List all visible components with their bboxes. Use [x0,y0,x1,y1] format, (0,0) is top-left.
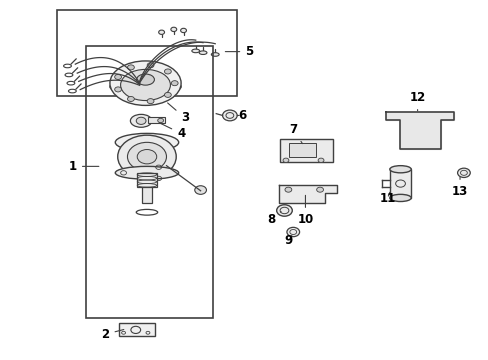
Ellipse shape [115,134,178,151]
Circle shape [144,84,152,90]
Ellipse shape [121,69,170,100]
Text: 7: 7 [288,123,302,144]
Bar [148,117,164,123]
Circle shape [194,186,206,194]
Circle shape [142,81,150,86]
Circle shape [115,87,121,92]
Bar [389,169,410,198]
Circle shape [140,80,148,86]
Circle shape [118,135,176,178]
Ellipse shape [199,51,206,54]
Circle shape [147,63,154,68]
Ellipse shape [115,166,178,179]
Bar [279,139,332,162]
Bar [289,143,316,157]
Ellipse shape [180,28,186,33]
Ellipse shape [136,74,154,85]
Circle shape [283,158,288,162]
Text: 13: 13 [451,177,467,198]
Circle shape [127,142,166,171]
Text: 10: 10 [297,195,313,226]
Text: 1: 1 [69,160,99,173]
Ellipse shape [130,114,152,127]
Ellipse shape [110,61,181,105]
Text: 3: 3 [167,103,189,125]
Circle shape [285,187,291,192]
Text: 2: 2 [102,328,123,341]
Ellipse shape [389,194,410,202]
Text: 11: 11 [379,192,395,205]
Ellipse shape [158,30,164,35]
Bar [119,323,155,336]
Circle shape [316,187,323,192]
Polygon shape [278,185,336,203]
Circle shape [127,96,134,102]
Text: 9: 9 [284,234,292,247]
Circle shape [164,69,171,74]
Circle shape [143,82,151,87]
Bar [137,173,157,187]
Ellipse shape [170,27,176,32]
Polygon shape [385,112,453,149]
Circle shape [286,227,299,237]
Circle shape [127,65,134,70]
Circle shape [115,75,121,80]
Ellipse shape [211,53,219,56]
Ellipse shape [389,166,410,173]
Circle shape [171,81,178,86]
Circle shape [457,168,469,177]
Polygon shape [279,139,332,162]
Ellipse shape [191,49,199,53]
Bar [86,45,212,318]
Circle shape [144,83,152,89]
Ellipse shape [110,79,181,95]
Text: 12: 12 [408,91,425,111]
Circle shape [137,149,157,164]
Text: 5: 5 [225,45,253,58]
Circle shape [143,85,151,91]
Circle shape [136,117,146,125]
Circle shape [147,99,154,104]
Circle shape [222,110,237,121]
Circle shape [318,158,324,162]
Text: 4: 4 [159,123,185,140]
Circle shape [158,118,163,123]
Bar [57,10,237,96]
Text: 6: 6 [237,109,245,122]
Circle shape [276,205,292,216]
Circle shape [164,93,171,98]
Bar [142,187,152,203]
Text: 8: 8 [266,212,281,226]
